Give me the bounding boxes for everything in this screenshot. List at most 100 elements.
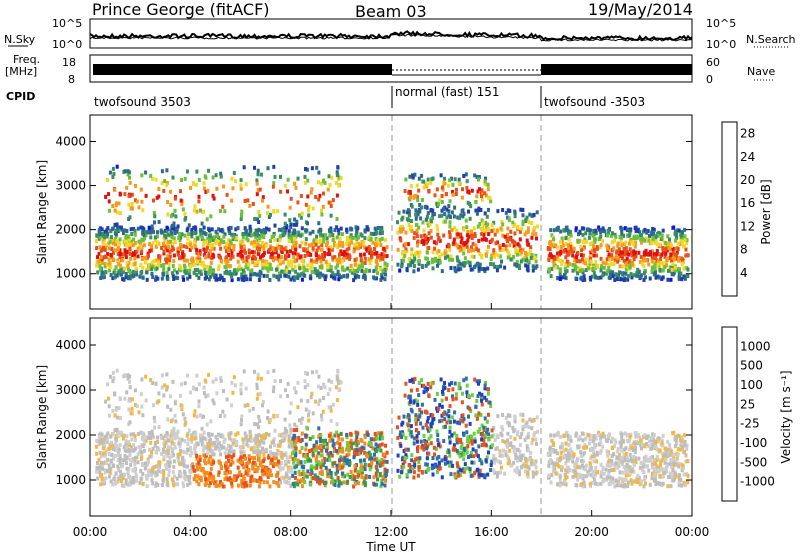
- power-cell: [665, 258, 668, 262]
- power-cell: [452, 241, 455, 245]
- power-cell: [441, 200, 444, 204]
- velocity-cell: [404, 448, 407, 452]
- power-cell: [250, 268, 253, 272]
- power-cell: [481, 227, 484, 231]
- power-cell: [253, 244, 256, 248]
- power-cell: [325, 274, 328, 278]
- velocity-cell: [399, 444, 402, 448]
- power-cell: [379, 267, 382, 271]
- power-cell: [216, 239, 219, 243]
- velocity-cell: [218, 484, 221, 488]
- power-cell: [338, 244, 341, 248]
- power-cell: [576, 251, 579, 255]
- power-cell: [465, 186, 468, 190]
- power-cell: [632, 242, 635, 246]
- velocity-cell: [341, 458, 344, 462]
- velocity-cell: [212, 461, 215, 465]
- velocity-cell: [442, 439, 445, 443]
- velocity-cell: [258, 433, 261, 437]
- power-cell: [272, 185, 275, 189]
- power-cell: [584, 240, 587, 244]
- velocity-cell: [119, 443, 122, 447]
- power-cell: [441, 186, 444, 190]
- power-cell: [443, 177, 446, 181]
- power-cell: [307, 213, 310, 217]
- power-cell: [466, 230, 469, 234]
- power-cell: [316, 249, 319, 253]
- power-cell: [452, 193, 455, 197]
- power-cell: [127, 275, 130, 279]
- velocity-cell: [184, 471, 187, 475]
- velocity-cell: [277, 484, 280, 488]
- velocity-cell: [437, 443, 440, 447]
- power-cell: [279, 259, 282, 263]
- power-cell: [448, 248, 451, 252]
- velocity-cell: [457, 474, 460, 478]
- velocity-cell: [456, 449, 459, 453]
- velocity-cell: [125, 434, 128, 438]
- power-cell: [335, 266, 338, 270]
- power-cell: [368, 269, 371, 273]
- velocity-cell: [354, 482, 357, 486]
- power-cell: [140, 173, 143, 177]
- power-cell: [662, 275, 665, 279]
- power-cell: [287, 263, 290, 267]
- power-cell: [107, 192, 110, 196]
- power-cell: [117, 247, 120, 251]
- power-cell: [442, 234, 445, 238]
- power-cell: [481, 198, 484, 202]
- power-cell: [436, 264, 439, 268]
- velocity-cell: [535, 442, 538, 446]
- velocity-cell: [156, 483, 159, 487]
- velocity-cell: [433, 446, 436, 450]
- power-cell: [172, 259, 175, 263]
- velocity-cell: [121, 464, 124, 468]
- power-cell: [229, 239, 232, 243]
- velocity-cell: [309, 459, 312, 463]
- velocity-cell: [154, 441, 157, 445]
- power-cell: [288, 218, 291, 222]
- power-cell: [549, 253, 552, 257]
- velocity-cell: [257, 449, 260, 453]
- power-cell: [207, 189, 210, 193]
- velocity-cell: [477, 430, 480, 434]
- power-cell: [250, 241, 253, 245]
- power-cell: [319, 239, 322, 243]
- velocity-cell: [171, 478, 174, 482]
- power-cell: [111, 247, 114, 251]
- velocity-cell: [251, 438, 254, 442]
- power-cell: [516, 253, 519, 257]
- power-cell: [593, 248, 596, 252]
- power-cell: [477, 178, 480, 182]
- velocity-cell: [496, 434, 499, 438]
- power-cell: [470, 230, 473, 234]
- velocity-cell: [448, 464, 451, 468]
- power-cell: [219, 256, 222, 260]
- freq-tick-high: 18: [62, 56, 76, 69]
- power-cell: [165, 168, 168, 172]
- velocity-cell: [167, 445, 170, 449]
- station-title: Prince George (fitACF): [92, 0, 270, 19]
- power-cell: [328, 201, 331, 205]
- power-cell: [274, 224, 277, 228]
- velocity-cell: [350, 470, 353, 474]
- power-cell: [462, 228, 465, 232]
- power-cell: [183, 212, 186, 216]
- velocity-cell: [287, 465, 290, 469]
- power-cell: [153, 214, 156, 218]
- velocity-cell: [227, 454, 230, 458]
- power-cell: [207, 169, 210, 173]
- velocity-cell: [206, 451, 209, 455]
- power-colorbar-tick: 20: [740, 173, 755, 187]
- power-cell: [319, 259, 322, 263]
- velocity-cell: [314, 473, 317, 477]
- power-cell: [182, 244, 185, 248]
- nsearch-tick-high: 10^5: [706, 17, 736, 30]
- power-cell: [353, 269, 356, 273]
- power-cell: [527, 243, 530, 247]
- power-cell: [284, 213, 287, 217]
- power-cell: [248, 204, 251, 208]
- velocity-cell: [96, 477, 99, 481]
- velocity-cell: [288, 476, 291, 480]
- power-cell: [197, 199, 200, 203]
